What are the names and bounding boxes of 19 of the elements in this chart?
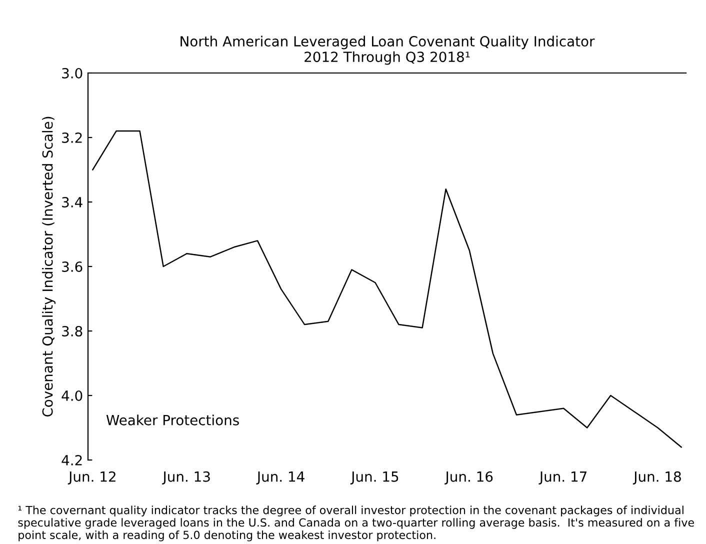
- y-tick-label: 3.8: [62, 326, 82, 336]
- x-tick-label: Jun. 16: [444, 471, 493, 484]
- x-tick-label: Jun. 18: [632, 471, 681, 484]
- y-tick-label: 4.2: [62, 454, 82, 466]
- x-tick-label: Jun. 14: [256, 472, 304, 484]
- x-tick-label: Jun. 17: [538, 472, 586, 484]
- x-tick-label: Jun. 13: [162, 471, 210, 484]
- chart-title: North American Leveraged Loan Covenant Quality Indicator 2012 Through Q3 2018¹: [180, 36, 595, 65]
- x-tick-label: Jun. 12: [68, 471, 116, 484]
- y-tick-label: 3.6: [62, 261, 82, 272]
- y-tick-label: 3.0: [62, 68, 82, 78]
- line-series: [92, 130, 682, 448]
- y-tick-label: 4.0: [62, 390, 82, 401]
- text: ¹ The covernant quality indicator tracks the degree of overall investor protection in the covenant packages of individual speculative grade leveraged loans in the U.S. and Canada on a two-quarter rolling average basis. It's measured on a five point scale, with a reading of 5.0 denoting the weakest investor protection.: [18, 506, 694, 542]
- x-tick-label: Jun. 15: [350, 472, 398, 484]
- y-tick-label: 3.4: [62, 196, 82, 208]
- annotation: Weaker Protections: [106, 414, 239, 426]
- y-axis-title: Covenant Quality Indicator (Inverted Scale): [42, 116, 56, 417]
- y-tick-label: 3.2: [62, 132, 82, 143]
